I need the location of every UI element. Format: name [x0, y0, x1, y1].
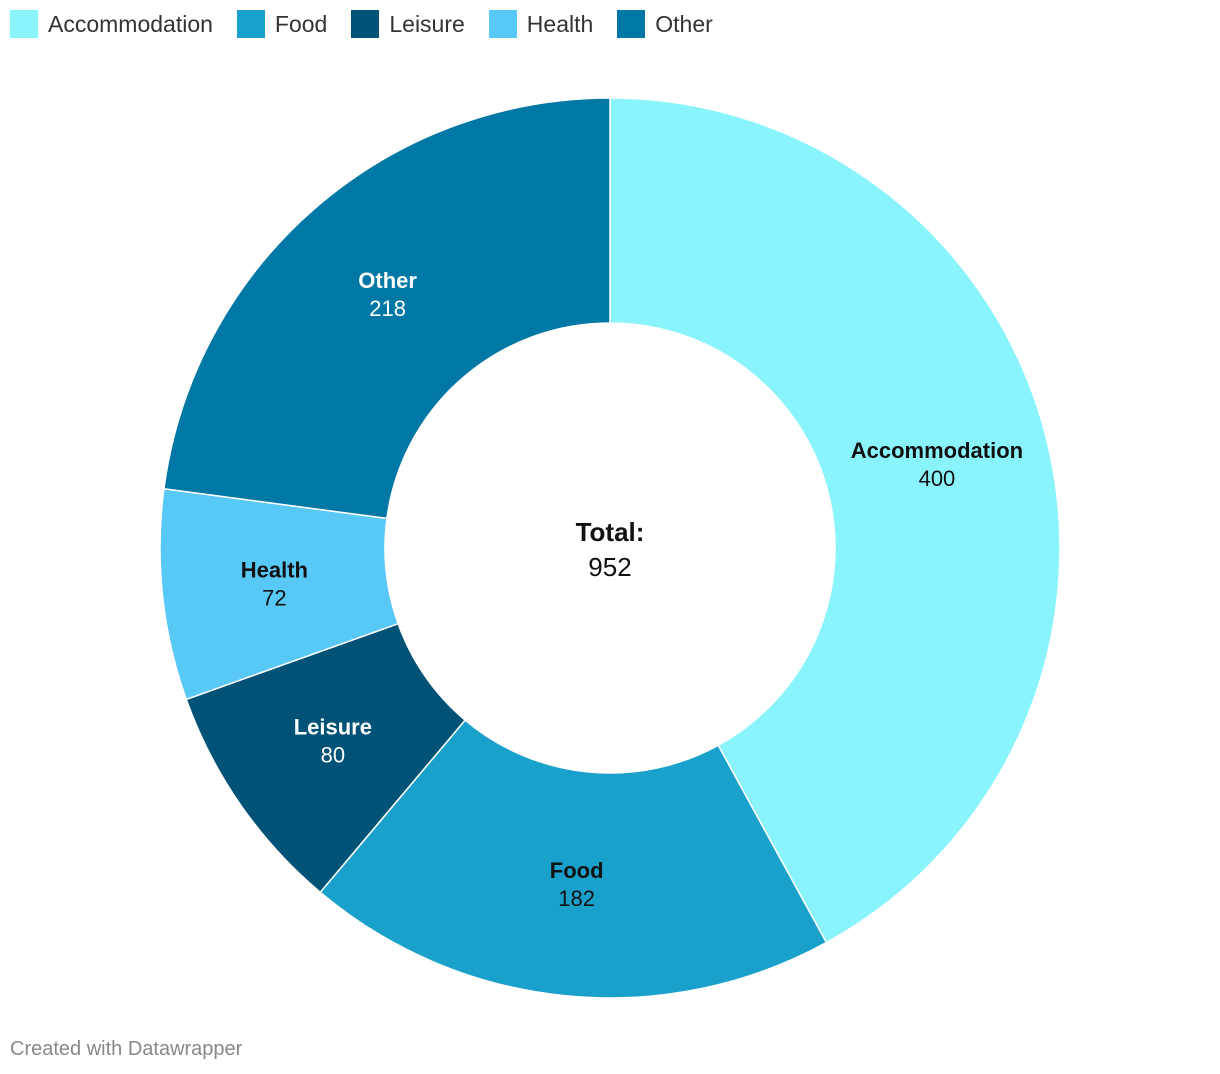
legend-label: Accommodation: [48, 10, 213, 37]
slice-label-name: Food: [550, 858, 604, 883]
slice-label-name: Other: [358, 268, 417, 293]
slice-labels: Accommodation 400 Food 182 Leisure 80 Health 72…: [241, 268, 1023, 911]
slice-label-value: 72: [262, 586, 286, 611]
legend-label: Other: [655, 10, 713, 37]
slice-label-value: 218: [369, 296, 406, 321]
legend-swatch: [236, 10, 265, 38]
legend-item-other: Other: [617, 10, 713, 38]
legend: Accommodation Food Leisure Health Other: [10, 9, 737, 39]
donut-slices: [159, 97, 1061, 999]
center-total-label: Total:: [576, 517, 645, 547]
slice-label-name: Leisure: [294, 715, 372, 740]
legend-item-health: Health: [488, 10, 594, 38]
slice-accommodation[interactable]: [609, 97, 1061, 944]
legend-label: Leisure: [389, 10, 465, 37]
slice-other[interactable]: [163, 97, 611, 520]
credit-note: Created with Datawrapper: [10, 1038, 243, 1060]
center-total-value: 952: [588, 552, 631, 582]
legend-item-leisure: Leisure: [351, 10, 465, 38]
legend-swatch: [617, 10, 646, 38]
legend-label: Health: [526, 10, 594, 37]
slice-food[interactable]: [319, 719, 828, 999]
legend-item-food: Food: [236, 10, 328, 38]
legend-label: Food: [274, 10, 328, 37]
slice-label-value: 400: [919, 466, 956, 491]
legend-swatch: [10, 10, 38, 38]
slice-label-name: Health: [241, 558, 308, 583]
slice-label-value: 182: [558, 886, 595, 911]
legend-swatch: [488, 10, 517, 38]
slice-label-name: Accommodation: [851, 438, 1023, 463]
legend-item-accommodation: Accommodation: [10, 10, 213, 38]
slice-label-value: 80: [321, 743, 345, 768]
legend-swatch: [351, 10, 380, 38]
